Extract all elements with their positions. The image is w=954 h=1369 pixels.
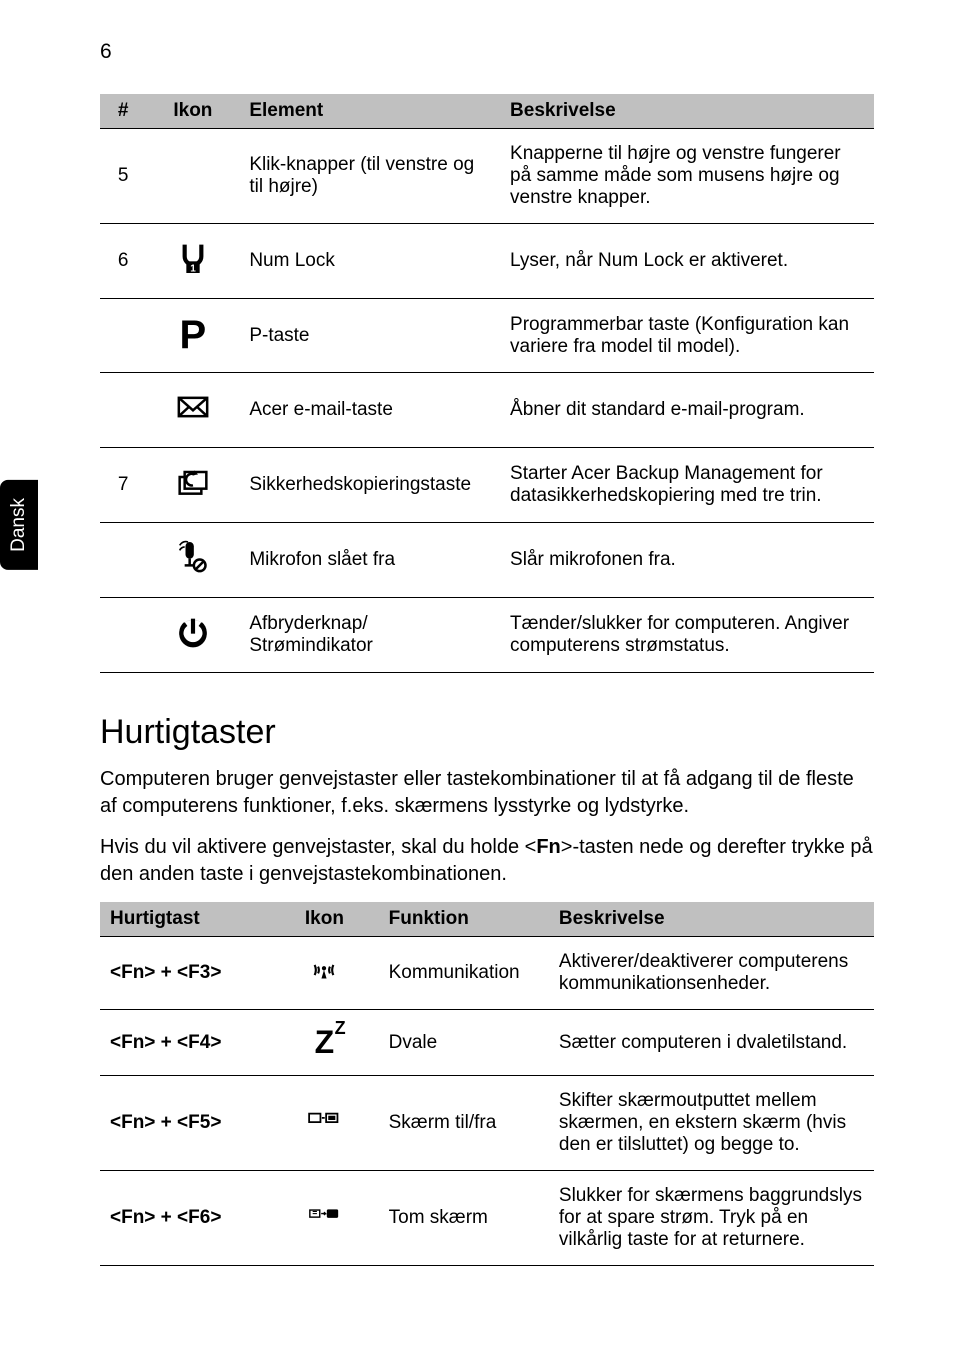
cell-element: Num Lock (239, 224, 500, 299)
cell-icon (146, 448, 239, 523)
table-row: <Fn> + <F4> ZZ Dvale Sætter computeren i… (100, 1010, 874, 1076)
cell-icon (146, 523, 239, 598)
th-element: Element (239, 94, 500, 129)
cell-desc: Åbner dit standard e-mail-program. (500, 373, 874, 448)
cell-icon (270, 1171, 378, 1266)
power-icon (173, 612, 213, 652)
backup-icon (173, 462, 213, 502)
display-toggle-icon (307, 1103, 341, 1137)
cell-num (100, 598, 146, 673)
cell-num (100, 373, 146, 448)
paragraph-2: Hvis du vil aktivere genvejstaster, skal… (100, 834, 874, 888)
table-row: Afbryderknap/ Strømindikator Tænder/sluk… (100, 598, 874, 673)
section-title: Hurtigtaster (100, 713, 874, 752)
cell-icon: P (146, 299, 239, 373)
cell-icon: 1 (146, 224, 239, 299)
cell-element: Klik-knapper (til venstre og til højre) (239, 129, 500, 224)
hotkeys-table: Hurtigtast Ikon Funktion Beskrivelse <Fn… (100, 902, 874, 1266)
table-row: 5 Klik-knapper (til venstre og til højre… (100, 129, 874, 224)
cell-num (100, 523, 146, 598)
cell-icon: ZZ (270, 1010, 378, 1076)
th-num: # (100, 94, 146, 129)
cell-num (100, 299, 146, 373)
p-icon: P (180, 313, 207, 357)
table-row: <Fn> + <F3> Kommunikation Aktiverer/deak… (100, 937, 874, 1010)
cell-icon (270, 1076, 378, 1171)
cell-hotkey: <Fn> + <F3> (100, 937, 270, 1010)
cell-desc: Slår mikrofonen fra. (500, 523, 874, 598)
cell-element: Sikkerhedskopieringstaste (239, 448, 500, 523)
cell-icon (146, 129, 239, 224)
language-tab: Dansk (0, 480, 38, 570)
sleep-icon: ZZ (315, 1024, 335, 1060)
cell-func: Kommunikation (379, 937, 549, 1010)
table-row: Acer e-mail-taste Åbner dit standard e-m… (100, 373, 874, 448)
cell-desc: Knapperne til højre og venstre fungerer … (500, 129, 874, 224)
th-icon: Ikon (146, 94, 239, 129)
mic-mute-icon (173, 537, 213, 577)
th-desc: Beskrivelse (500, 94, 874, 129)
table-row: P P-taste Programmerbar taste (Konfigura… (100, 299, 874, 373)
th-hotkey: Hurtigtast (100, 902, 270, 937)
table-row: Mikrofon slået fra Slår mikrofonen fra. (100, 523, 874, 598)
cell-icon (146, 598, 239, 673)
cell-desc: Tænder/slukker for computeren. Angiver c… (500, 598, 874, 673)
cell-num: 5 (100, 129, 146, 224)
cell-desc: Slukker for skærmens baggrundslys for at… (549, 1171, 874, 1266)
page-number: 6 (100, 40, 874, 64)
cell-hotkey: <Fn> + <F6> (100, 1171, 270, 1266)
mail-icon (173, 387, 213, 427)
table-row: 7 Sikkerhedskopieringstaste Starter Acer… (100, 448, 874, 523)
cell-func: Skærm til/fra (379, 1076, 549, 1171)
cell-element: Acer e-mail-taste (239, 373, 500, 448)
wireless-icon (307, 953, 341, 987)
cell-icon (270, 937, 378, 1010)
paragraph-1: Computeren bruger genvejstaster eller ta… (100, 766, 874, 820)
table-row: 6 1 Num Lock Lyser, når Num Lock er akti… (100, 224, 874, 299)
elements-table: # Ikon Element Beskrivelse 5 Klik-knappe… (100, 94, 874, 673)
cell-num: 7 (100, 448, 146, 523)
cell-desc: Programmerbar taste (Konfiguration kan v… (500, 299, 874, 373)
numlock-icon: 1 (173, 238, 213, 278)
blank-screen-icon (307, 1198, 341, 1232)
cell-element: Mikrofon slået fra (239, 523, 500, 598)
cell-hotkey: <Fn> + <F4> (100, 1010, 270, 1076)
cell-desc: Sætter computeren i dvaletilstand. (549, 1010, 874, 1076)
table-row: <Fn> + <F5> Skærm til/fra Skifter skærmo… (100, 1076, 874, 1171)
cell-element: Afbryderknap/ Strømindikator (239, 598, 500, 673)
th-desc: Beskrivelse (549, 902, 874, 937)
cell-desc: Lyser, når Num Lock er aktiveret. (500, 224, 874, 299)
cell-desc: Skifter skærmoutputtet mellem skærmen, e… (549, 1076, 874, 1171)
table-row: <Fn> + <F6> Tom skærm Slukker for skærme… (100, 1171, 874, 1266)
cell-num: 6 (100, 224, 146, 299)
svg-text:1: 1 (190, 263, 196, 274)
cell-icon (146, 373, 239, 448)
cell-desc: Starter Acer Backup Management for datas… (500, 448, 874, 523)
cell-desc: Aktiverer/deaktiverer computerens kommun… (549, 937, 874, 1010)
cell-element: P-taste (239, 299, 500, 373)
th-func: Funktion (379, 902, 549, 937)
cell-hotkey: <Fn> + <F5> (100, 1076, 270, 1171)
th-icon: Ikon (270, 902, 378, 937)
cell-func: Tom skærm (379, 1171, 549, 1266)
cell-func: Dvale (379, 1010, 549, 1076)
